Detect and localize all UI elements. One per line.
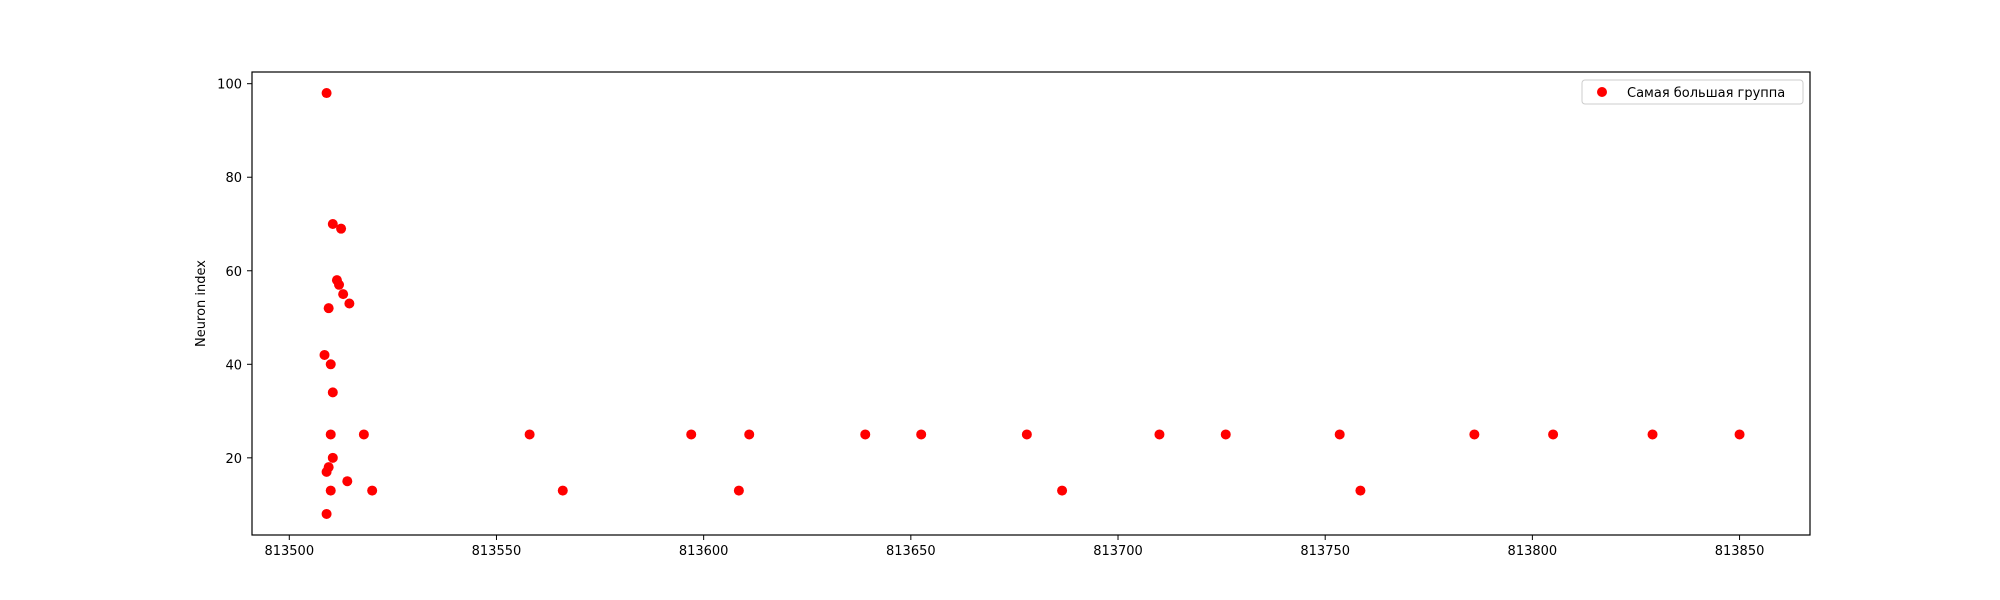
data-point [327,218,338,229]
legend-entry-label: Самая большая группа [1627,86,1785,101]
x-axis-ticks: 813500 813550 813600 813650 813700 813750 8138… [264,535,1764,559]
y-tick-label: 80 [225,171,242,186]
data-point [325,359,336,370]
data-point [338,289,349,300]
data-point [1154,429,1165,440]
data-point [1647,429,1658,440]
data-point [744,429,755,440]
legend: Самая большая группа [1581,79,1804,105]
data-point [321,508,332,519]
data-point [1021,429,1032,440]
data-point [321,466,332,477]
data-point [319,349,330,360]
data-point [524,429,535,440]
data-point [1469,429,1480,440]
data-point [1734,429,1745,440]
y-tick-label: 100 [217,78,242,93]
y-tick-label: 40 [225,358,242,373]
data-point [325,429,336,440]
x-tick-label: 813850 [1715,544,1765,559]
y-axis-label: Neuron index [194,260,209,347]
x-tick-label: 813600 [679,544,729,559]
data-points [319,88,1745,519]
data-point [321,88,332,99]
x-tick-label: 813800 [1508,544,1558,559]
data-point [323,303,334,314]
x-tick-label: 813700 [1093,544,1143,559]
data-point [1220,429,1231,440]
data-point [1334,429,1345,440]
data-point [334,279,345,290]
x-tick-label: 813750 [1300,544,1350,559]
legend-frame [1581,79,1804,105]
y-tick-label: 20 [225,452,242,467]
data-point [327,452,338,463]
data-point [342,476,353,487]
data-point [916,429,927,440]
y-axis-ticks: 20 40 60 80 100 [217,78,252,467]
data-point [1355,485,1366,496]
data-point [860,429,871,440]
y-tick-label: 60 [225,265,242,280]
legend-marker [1597,87,1607,97]
data-point [367,485,378,496]
data-point [1548,429,1559,440]
data-point [336,223,347,234]
x-tick-label: 813650 [886,544,936,559]
data-point [1057,485,1068,496]
plot-area-frame [251,71,1811,536]
x-tick-label: 813550 [472,544,522,559]
data-point [557,485,568,496]
data-point [327,387,338,398]
data-point [686,429,697,440]
x-tick-label: 813500 [264,544,314,559]
data-point [344,298,355,309]
data-point [733,485,744,496]
data-point [325,485,336,496]
data-point [358,429,369,440]
